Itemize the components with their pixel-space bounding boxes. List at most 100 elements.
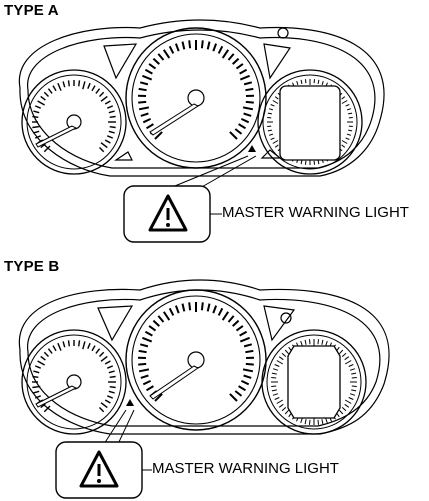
gauge-tick <box>270 104 275 107</box>
gauge-tick <box>278 356 284 361</box>
gauge-tick <box>82 81 86 90</box>
type-a-warning-indicator <box>169 145 257 189</box>
gauge-tick <box>78 340 81 347</box>
gauge-tick <box>104 139 111 144</box>
gauge-tick <box>100 142 108 149</box>
gauge-tick <box>109 126 116 129</box>
gauge-tick <box>238 385 247 392</box>
gauge-tick <box>104 100 111 105</box>
gauge-tick <box>221 49 230 59</box>
type-b-right-gauge <box>261 329 367 435</box>
gauge-tick <box>140 112 149 117</box>
gauge-tick <box>348 364 354 367</box>
gauge-tick <box>109 375 116 378</box>
gauge-tick <box>144 330 153 337</box>
gauge-tick <box>325 340 328 347</box>
gauge-tick <box>276 360 284 365</box>
gauge-tick <box>271 377 277 379</box>
gauge-tick <box>152 57 160 65</box>
type-b-label: TYPE B <box>4 258 60 275</box>
gauge-tick <box>91 85 96 92</box>
gauge-tick <box>142 117 152 124</box>
gauge-tick <box>245 362 254 366</box>
gauge-tick <box>239 74 250 81</box>
gauge-tick <box>217 45 224 54</box>
gauge-tick <box>245 349 254 354</box>
type-b-instrument-cluster <box>18 279 390 499</box>
gauge-tick <box>267 129 272 132</box>
gauge-tick <box>281 352 287 357</box>
gauge-tick <box>148 63 157 70</box>
gauge-tick <box>270 137 275 140</box>
gauge-tick <box>348 112 353 115</box>
gauge-tick <box>235 63 244 70</box>
gauge-tick <box>341 352 347 357</box>
gauge-tick <box>300 160 303 165</box>
gauge-tick <box>91 345 96 352</box>
gauge-tick <box>40 355 46 361</box>
gauge-tick <box>234 390 243 397</box>
gauge-tick <box>341 407 347 412</box>
gauge-tick <box>100 95 108 102</box>
gauge-tick <box>82 341 86 350</box>
type-a-instrument-cluster <box>18 19 385 243</box>
gauge-tick <box>142 74 153 81</box>
gauge-tick <box>344 399 352 404</box>
gauge-tick <box>57 342 62 351</box>
gauge-tick <box>107 365 114 369</box>
gauge-tick <box>217 307 224 316</box>
type-b-left-gauge <box>21 329 127 435</box>
gauge-tick <box>245 100 254 104</box>
gauge-tick <box>344 403 350 408</box>
gauge-tick <box>344 356 350 361</box>
gauge-tick <box>296 80 299 86</box>
gauge-tick <box>274 96 279 100</box>
type-b-center-gauge <box>125 289 267 431</box>
gauge-tick <box>200 302 204 311</box>
gauge-tick <box>341 100 348 104</box>
type-a-label: TYPE A <box>4 2 59 19</box>
gauge-tick <box>140 374 149 379</box>
gauge-tick <box>142 336 153 343</box>
gauge-tick <box>274 144 279 148</box>
gauge-tick <box>351 385 357 387</box>
gauge-tick <box>200 40 204 49</box>
gauge-tick <box>104 399 111 404</box>
gauge-tick <box>52 85 57 92</box>
gauge-tick <box>138 368 150 373</box>
gauge-tick <box>281 407 287 412</box>
gauge-tick <box>345 137 350 140</box>
gauge-tick <box>188 40 192 49</box>
gauge-tick <box>37 100 45 106</box>
gauge-tick <box>181 41 186 50</box>
type-a-cluster-housing <box>18 19 385 177</box>
gauge-tick <box>67 340 70 347</box>
gauge-tick <box>47 88 53 94</box>
gauge-tick <box>243 374 252 379</box>
gauge-tick <box>240 379 250 386</box>
type-b-master-warning-light-label: MASTER WARNING LIGHT <box>152 460 339 477</box>
gauge-tick <box>238 123 247 130</box>
gauge-tick <box>43 91 49 97</box>
gauge-tick <box>87 82 91 89</box>
gauge-tick <box>168 307 175 316</box>
gauge-tick <box>32 115 39 118</box>
gauge-tick <box>138 362 147 366</box>
gauge-tick <box>47 348 53 354</box>
gauge-tick <box>321 339 324 345</box>
gauge-tick <box>40 143 46 149</box>
gauge-tick <box>100 402 108 409</box>
gauge-tick <box>107 395 114 399</box>
gauge-tick <box>321 419 324 425</box>
gauge-tick <box>243 81 253 86</box>
gauge-tick <box>321 80 324 86</box>
gauge-tick <box>154 393 163 402</box>
gauge-tick <box>317 160 320 165</box>
gauge-tick <box>138 106 150 111</box>
gauge-tick <box>304 339 307 345</box>
gauge-tick <box>268 108 274 111</box>
gauge-tick <box>239 68 248 75</box>
gauge-tick <box>240 117 250 124</box>
gauge-tick <box>271 385 277 387</box>
gauge-tick <box>221 311 230 321</box>
